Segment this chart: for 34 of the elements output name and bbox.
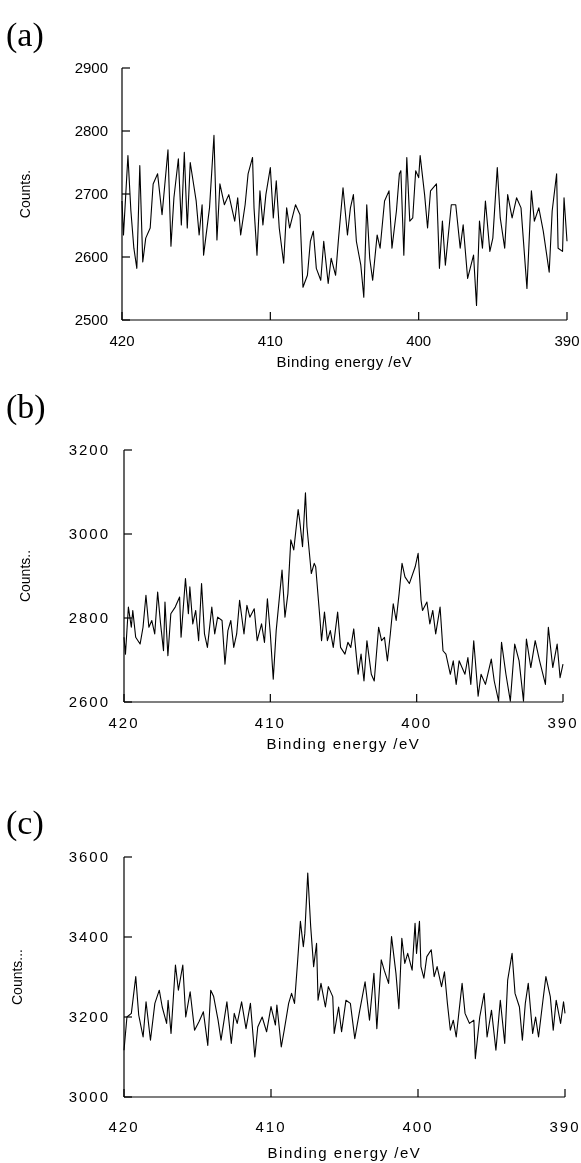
x-tick-label: 410 bbox=[257, 332, 283, 349]
y-axis-title: Counts... bbox=[9, 948, 25, 1006]
chart-title: (b) bbox=[6, 388, 46, 426]
y-tick-label: 2500 bbox=[74, 311, 108, 329]
x-tick-label: 410 bbox=[255, 1118, 287, 1135]
x-tick-label: 410 bbox=[254, 714, 286, 731]
y-tick-label: 2800 bbox=[68, 609, 110, 627]
x-tick-label: 400 bbox=[406, 332, 432, 349]
x-tick-label: 390 bbox=[547, 714, 579, 731]
x-axis-title: Binding energy /eV bbox=[267, 1144, 422, 1161]
y-tick-label: 2800 bbox=[74, 122, 108, 140]
x-axis-title: Binding energy /eV bbox=[276, 353, 413, 370]
chart-title: (c) bbox=[6, 804, 44, 842]
y-tick-label: 2900 bbox=[74, 59, 108, 77]
x-tick-label: 420 bbox=[108, 714, 140, 731]
chart-title: (a) bbox=[6, 16, 44, 54]
y-axis-title: Counts.. bbox=[17, 549, 33, 603]
x-axis-title: Binding energy /eV bbox=[266, 735, 421, 752]
y-tick-label: 2600 bbox=[68, 693, 110, 711]
y-tick-label: 3000 bbox=[68, 525, 110, 543]
y-tick-label: 3600 bbox=[68, 848, 110, 866]
x-tick-label: 400 bbox=[401, 714, 433, 731]
y-tick-label: 3000 bbox=[68, 1088, 110, 1106]
x-tick-label: 390 bbox=[549, 1118, 581, 1135]
y-axis-title: Counts. bbox=[17, 169, 33, 219]
y-tick-label: 2600 bbox=[74, 248, 108, 266]
x-tick-label: 420 bbox=[108, 1118, 140, 1135]
x-tick-label: 420 bbox=[109, 332, 135, 349]
y-tick-label: 3200 bbox=[68, 441, 110, 459]
x-tick-label: 400 bbox=[402, 1118, 434, 1135]
y-tick-label: 3400 bbox=[68, 928, 110, 946]
y-tick-label: 2700 bbox=[74, 185, 108, 203]
y-tick-label: 3200 bbox=[68, 1008, 110, 1026]
x-tick-label: 390 bbox=[554, 332, 580, 349]
